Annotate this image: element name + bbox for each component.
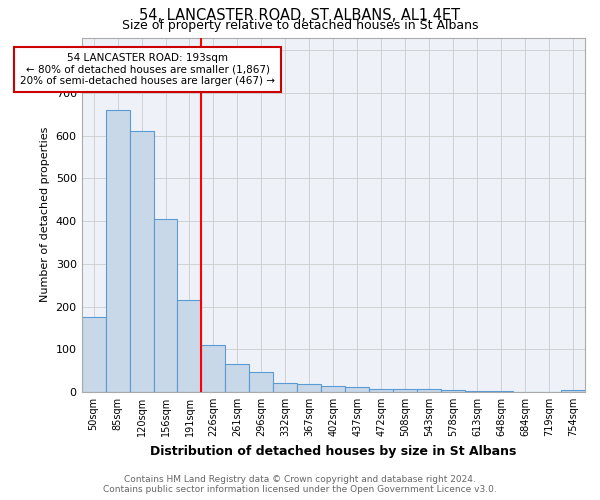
Text: 54, LANCASTER ROAD, ST ALBANS, AL1 4ET: 54, LANCASTER ROAD, ST ALBANS, AL1 4ET	[139, 8, 461, 22]
Bar	[417, 388, 441, 392]
Bar	[489, 391, 513, 392]
Bar	[441, 390, 465, 392]
Bar	[274, 384, 298, 392]
Text: 54 LANCASTER ROAD: 193sqm
← 80% of detached houses are smaller (1,867)
20% of se: 54 LANCASTER ROAD: 193sqm ← 80% of detac…	[20, 53, 275, 86]
Bar	[106, 110, 130, 392]
Bar	[369, 388, 393, 392]
Text: Size of property relative to detached houses in St Albans: Size of property relative to detached ho…	[122, 19, 478, 32]
Bar	[250, 372, 274, 392]
Y-axis label: Number of detached properties: Number of detached properties	[40, 127, 50, 302]
Bar	[82, 317, 106, 392]
Bar	[226, 364, 250, 392]
X-axis label: Distribution of detached houses by size in St Albans: Distribution of detached houses by size …	[150, 444, 517, 458]
Bar	[345, 387, 369, 392]
Bar	[393, 389, 417, 392]
Bar	[561, 390, 585, 392]
Bar	[465, 390, 489, 392]
Bar	[130, 132, 154, 392]
Bar	[202, 345, 226, 392]
Text: Contains HM Land Registry data © Crown copyright and database right 2024.
Contai: Contains HM Land Registry data © Crown c…	[103, 474, 497, 494]
Bar	[154, 219, 178, 392]
Bar	[178, 300, 202, 392]
Bar	[298, 384, 322, 392]
Bar	[322, 386, 345, 392]
